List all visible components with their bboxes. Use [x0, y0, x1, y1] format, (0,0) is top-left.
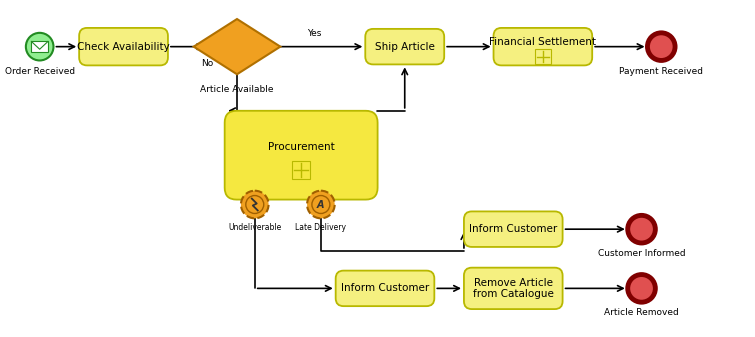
Text: Article Available: Article Available: [200, 85, 274, 94]
Circle shape: [26, 33, 54, 60]
Circle shape: [648, 33, 675, 60]
Text: Financial Settlement: Financial Settlement: [489, 37, 596, 47]
FancyBboxPatch shape: [336, 271, 434, 306]
Circle shape: [241, 191, 269, 218]
Text: Inform Customer: Inform Customer: [341, 283, 429, 294]
Text: Article Removed: Article Removed: [604, 308, 679, 317]
Bar: [292, 161, 310, 179]
Bar: [535, 49, 550, 64]
Text: Order Received: Order Received: [5, 67, 75, 76]
Text: Procurement: Procurement: [268, 142, 334, 152]
Text: Inform Customer: Inform Customer: [469, 224, 557, 234]
Circle shape: [627, 275, 655, 302]
Polygon shape: [194, 19, 280, 74]
Text: Payment Received: Payment Received: [619, 67, 703, 76]
Bar: [32, 41, 48, 52]
Circle shape: [627, 215, 655, 243]
Text: No: No: [201, 59, 214, 68]
Text: Remove Article
from Catalogue: Remove Article from Catalogue: [473, 278, 553, 299]
FancyBboxPatch shape: [494, 28, 592, 65]
FancyBboxPatch shape: [225, 111, 378, 200]
Text: Ship Article: Ship Article: [374, 42, 435, 52]
FancyBboxPatch shape: [365, 29, 444, 64]
Text: Check Availability: Check Availability: [77, 42, 170, 52]
FancyBboxPatch shape: [79, 28, 168, 65]
Text: A: A: [317, 200, 325, 210]
Text: Yes: Yes: [307, 29, 321, 38]
Circle shape: [307, 191, 334, 218]
Text: Undeliverable: Undeliverable: [228, 223, 282, 232]
Text: Customer Informed: Customer Informed: [598, 249, 686, 258]
FancyBboxPatch shape: [464, 268, 562, 309]
FancyBboxPatch shape: [464, 211, 562, 247]
Text: Late Delivery: Late Delivery: [295, 223, 347, 232]
